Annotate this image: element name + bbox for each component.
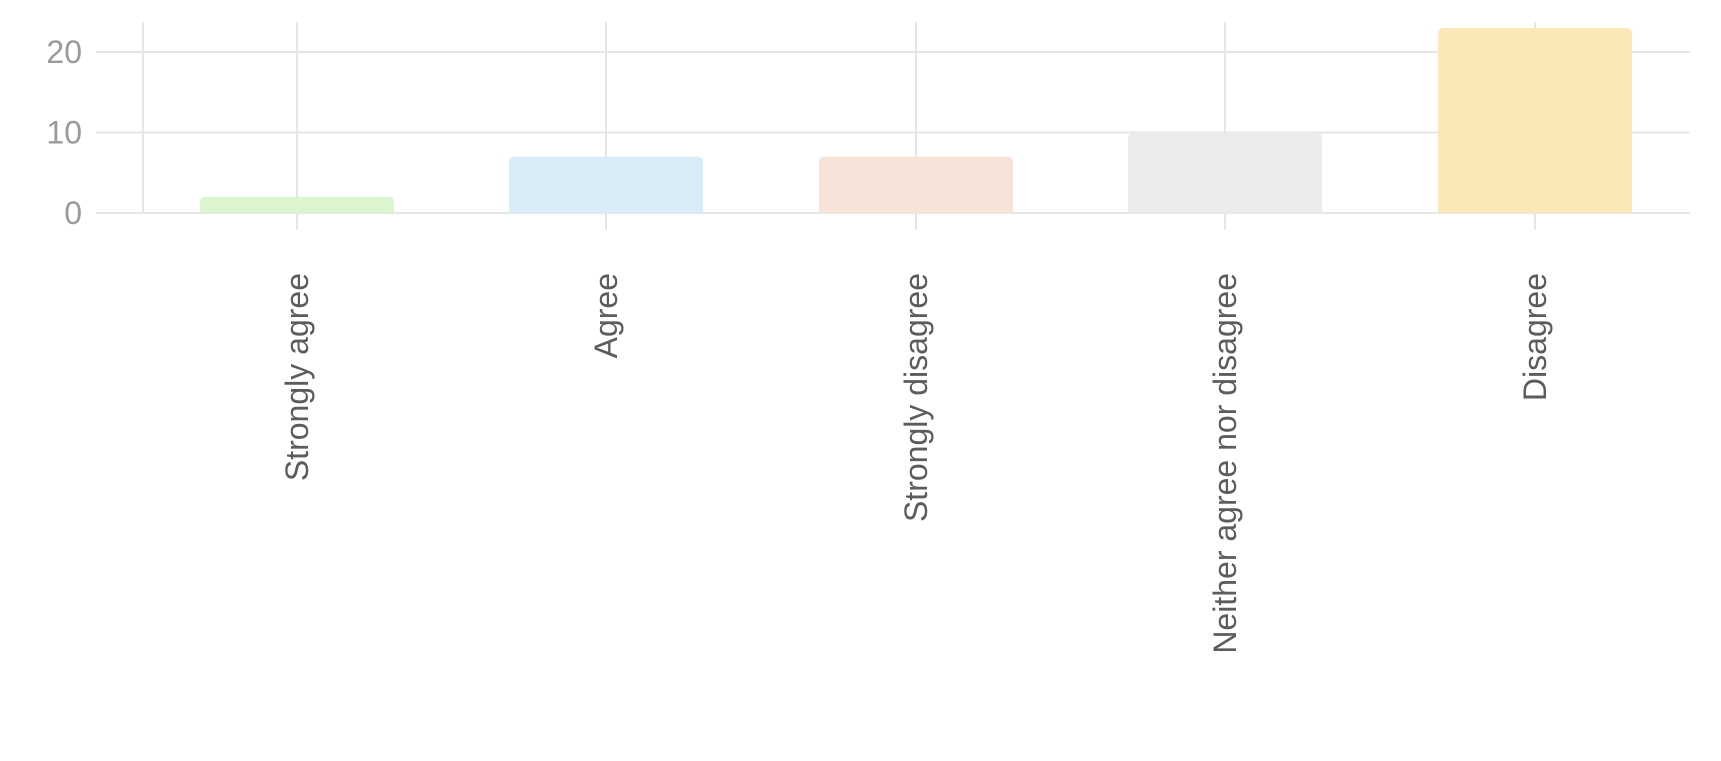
y-tick-label: 20	[46, 34, 82, 70]
bar	[1438, 27, 1632, 213]
y-tick-label: 10	[46, 115, 82, 151]
x-tick-label: Agree	[588, 273, 624, 358]
x-tick-label: Strongly disagree	[898, 273, 934, 522]
bar	[819, 156, 1013, 213]
x-tick-label: Neither agree nor disagree	[1207, 273, 1243, 654]
x-tick-label: Disagree	[1517, 273, 1553, 401]
bars	[200, 27, 1632, 213]
x-axis: Strongly agree Agree Strongly disagree Neit…	[279, 273, 1553, 654]
bar	[509, 156, 703, 213]
y-tick-label: 0	[64, 195, 82, 231]
bar	[200, 196, 394, 213]
x-tick-label: Strongly agree	[279, 273, 315, 481]
y-axis: 0 10 20	[46, 34, 82, 231]
bar	[1128, 132, 1322, 213]
